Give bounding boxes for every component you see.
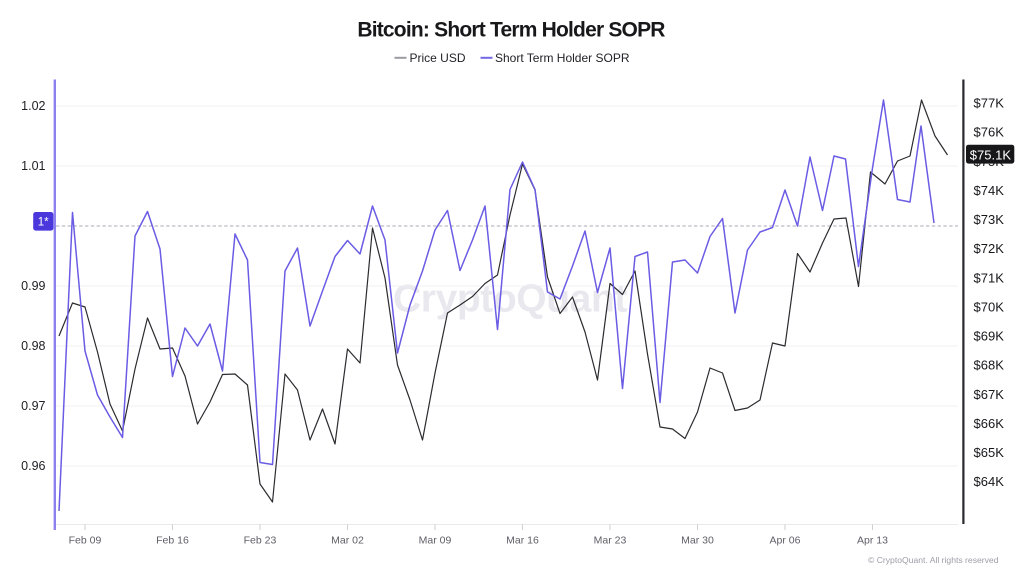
svg-text:$74K: $74K bbox=[974, 183, 1005, 198]
svg-text:$76K: $76K bbox=[974, 125, 1005, 140]
svg-text:Bitcoin: Short Term Holder SOP: Bitcoin: Short Term Holder SOPR bbox=[357, 19, 665, 42]
svg-text:Feb 16: Feb 16 bbox=[156, 535, 189, 547]
svg-text:© CryptoQuant. All rights rese: © CryptoQuant. All rights reserved bbox=[868, 555, 999, 565]
svg-text:Mar 30: Mar 30 bbox=[681, 535, 714, 547]
svg-text:$64K: $64K bbox=[974, 474, 1005, 489]
svg-text:Mar 23: Mar 23 bbox=[594, 535, 627, 547]
svg-text:$66K: $66K bbox=[974, 416, 1005, 431]
svg-text:Mar 16: Mar 16 bbox=[506, 535, 539, 547]
svg-text:Mar 02: Mar 02 bbox=[331, 535, 364, 547]
svg-text:$69K: $69K bbox=[974, 329, 1005, 344]
svg-text:Feb 23: Feb 23 bbox=[244, 535, 277, 547]
svg-text:$77K: $77K bbox=[974, 96, 1005, 111]
svg-text:Price USD: Price USD bbox=[410, 51, 466, 65]
svg-text:1*: 1* bbox=[38, 217, 49, 229]
svg-text:0.99: 0.99 bbox=[21, 279, 45, 293]
svg-text:1.01: 1.01 bbox=[21, 159, 45, 173]
svg-text:CryptoQuant: CryptoQuant bbox=[393, 278, 627, 321]
svg-text:$75.1K: $75.1K bbox=[970, 147, 1012, 162]
svg-text:Short Term Holder SOPR: Short Term Holder SOPR bbox=[495, 51, 630, 65]
svg-text:Apr 13: Apr 13 bbox=[857, 535, 888, 547]
svg-text:0.97: 0.97 bbox=[21, 399, 45, 413]
svg-text:Feb 09: Feb 09 bbox=[69, 535, 102, 547]
svg-text:$73K: $73K bbox=[974, 212, 1005, 227]
svg-text:$70K: $70K bbox=[974, 299, 1005, 314]
svg-text:0.96: 0.96 bbox=[21, 459, 45, 473]
svg-text:$65K: $65K bbox=[974, 445, 1005, 460]
svg-text:Apr 06: Apr 06 bbox=[770, 535, 801, 547]
svg-text:1.02: 1.02 bbox=[21, 99, 45, 113]
svg-text:$71K: $71K bbox=[974, 270, 1005, 285]
svg-text:Mar 09: Mar 09 bbox=[419, 535, 452, 547]
svg-text:$68K: $68K bbox=[974, 358, 1005, 373]
svg-text:$72K: $72K bbox=[974, 241, 1005, 256]
svg-text:0.98: 0.98 bbox=[21, 339, 45, 353]
svg-text:$67K: $67K bbox=[974, 387, 1005, 402]
